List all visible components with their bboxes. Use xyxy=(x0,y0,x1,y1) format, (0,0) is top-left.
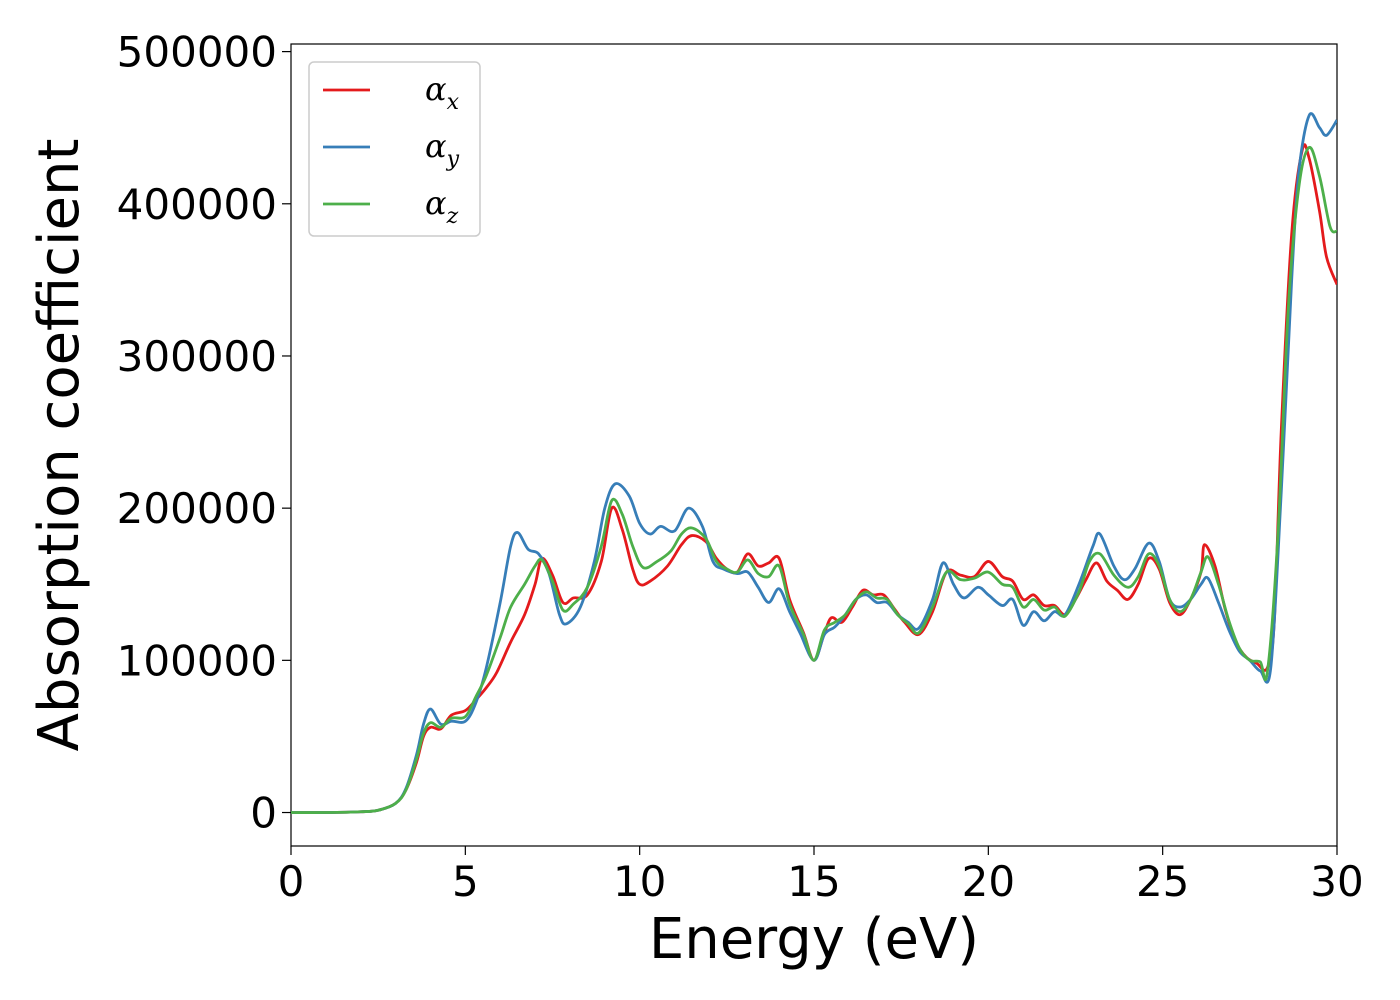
x-tick-label: 15 xyxy=(787,857,840,906)
series-line-alpha-x xyxy=(291,143,1337,814)
x-tick-label: 5 xyxy=(452,857,479,906)
x-tick-label: 10 xyxy=(613,857,666,906)
legend-label-symbol: α xyxy=(425,70,447,108)
legend-box xyxy=(308,61,481,237)
y-axis-title: Absorption coefficient xyxy=(27,139,92,752)
x-tick-label: 25 xyxy=(1136,857,1189,906)
legend-label-symbol: α xyxy=(425,184,447,222)
x-tick-label: 30 xyxy=(1310,857,1363,906)
legend-label-alpha-x: αx xyxy=(425,70,460,115)
y-tick-label: 400000 xyxy=(117,180,277,229)
y-tick-label: 200000 xyxy=(117,484,277,533)
legend-label-subscript: z xyxy=(446,204,459,229)
ticks-layer: 0 5 10 15 20 25 30 0 100000 200000 300000 400000 500… xyxy=(117,28,1364,906)
x-tick-label: 0 xyxy=(278,857,305,906)
y-tick-label: 500000 xyxy=(117,28,277,77)
legend-label-subscript: y xyxy=(446,147,460,172)
legend-label-symbol: α xyxy=(425,127,447,165)
series-layer xyxy=(291,112,1337,814)
x-axis-title: Energy (eV) xyxy=(649,907,979,972)
y-tick-label: 100000 xyxy=(117,636,277,685)
series-line-alpha-z xyxy=(291,146,1337,814)
y-tick-label: 0 xyxy=(250,789,277,838)
y-tick-label: 300000 xyxy=(117,332,277,381)
legend-label-alpha-y: αy xyxy=(425,127,460,172)
x-tick-label: 20 xyxy=(962,857,1015,906)
legend-label-subscript: x xyxy=(447,90,460,115)
legend-label-alpha-z: αz xyxy=(425,184,459,229)
